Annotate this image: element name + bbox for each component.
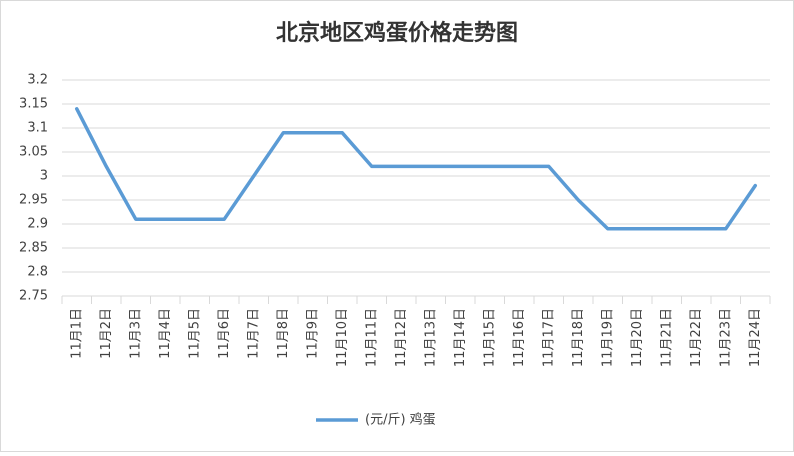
y-tick-label: 2.95 xyxy=(19,193,48,208)
x-tick-label: 11月19日 xyxy=(600,308,615,367)
x-tick-label: 11月18日 xyxy=(571,308,586,367)
x-tick-label: 11月20日 xyxy=(630,308,645,367)
x-tick-label: 11月16日 xyxy=(512,308,527,367)
x-tick-label: 11月1日 xyxy=(69,308,84,359)
x-tick-label: 11月17日 xyxy=(541,308,556,367)
x-tick-label: 11月5日 xyxy=(187,308,202,359)
y-tick-label: 2.8 xyxy=(27,265,48,280)
x-tick-label: 11月2日 xyxy=(99,308,114,359)
x-tick-label: 11月23日 xyxy=(718,308,733,367)
x-tick-label: 11月7日 xyxy=(246,308,261,359)
x-tick-label: 11月24日 xyxy=(748,308,763,367)
series-line xyxy=(75,107,757,231)
x-tick-label: 11月15日 xyxy=(482,308,497,367)
x-tick-label: 11月14日 xyxy=(453,308,468,367)
y-tick-label: 2.85 xyxy=(19,241,48,256)
y-tick-label: 2.75 xyxy=(19,289,48,304)
y-tick-label: 3.05 xyxy=(19,145,48,160)
y-tick-label: 3.1 xyxy=(27,121,48,136)
x-tick-label: 11月6日 xyxy=(217,308,232,359)
x-tick-label: 11月10日 xyxy=(335,308,350,367)
x-tick-label: 11月13日 xyxy=(423,308,438,367)
x-tick-label: 11月9日 xyxy=(305,308,320,359)
y-tick-label: 3.2 xyxy=(27,73,48,88)
x-tick-label: 11月22日 xyxy=(689,308,704,367)
y-tick-label: 2.9 xyxy=(27,217,48,232)
y-tick-label: 3.15 xyxy=(19,97,48,112)
x-tick-label: 11月12日 xyxy=(394,308,409,367)
x-tick-label: 11月3日 xyxy=(128,308,143,359)
legend-label: (元/斤) 鸡蛋 xyxy=(365,412,436,428)
y-tick-label: 3 xyxy=(40,169,48,184)
chart-title: 北京地区鸡蛋价格走势图 xyxy=(276,20,518,46)
x-tick-label: 11月11日 xyxy=(364,308,379,367)
x-tick-label: 11月4日 xyxy=(158,308,173,359)
x-tick-label: 11月21日 xyxy=(659,308,674,367)
x-tick-label: 11月8日 xyxy=(276,308,291,359)
